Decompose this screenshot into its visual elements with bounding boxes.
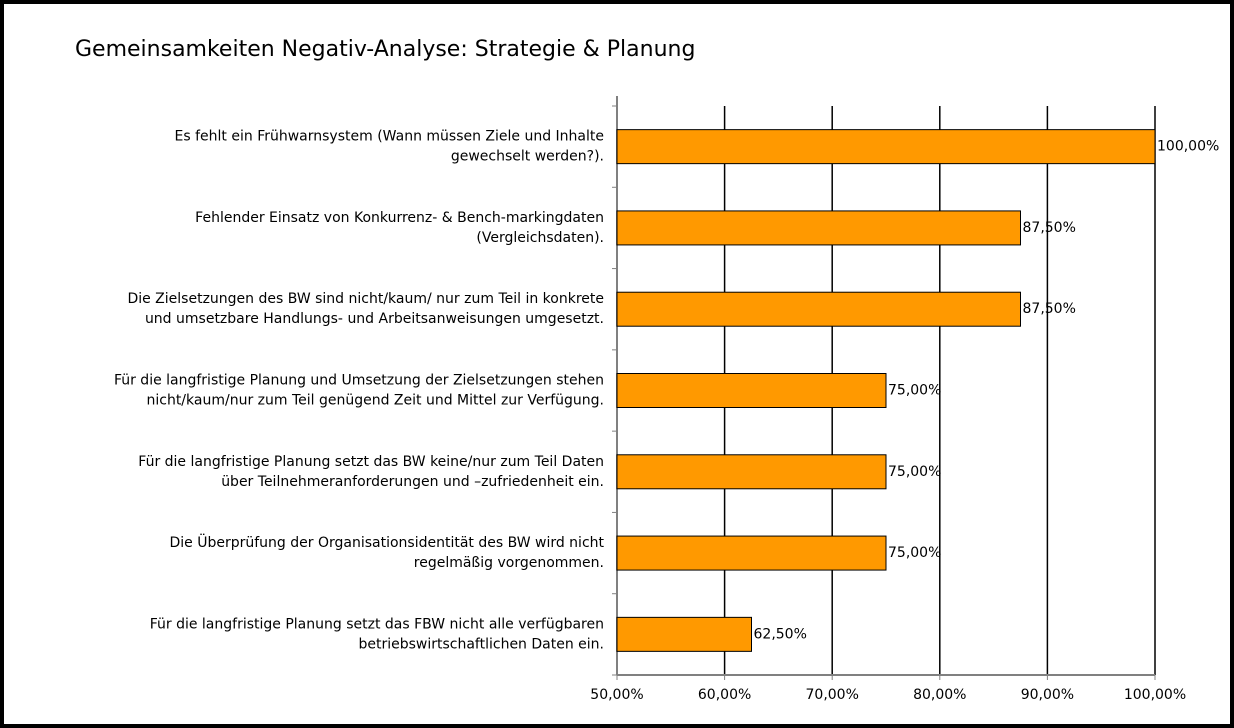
category-label: Die Zielsetzungen des BW sind nicht/kaum… (127, 291, 604, 327)
bar (616, 210, 1021, 246)
category-label: Es fehlt ein Frühwarnsystem (Wann müssen… (175, 129, 604, 165)
x-tick-label: 80,00% (913, 687, 966, 703)
bar (616, 454, 887, 490)
x-tick-label: 100,00% (1124, 687, 1186, 703)
x-tick-label: 60,00% (698, 687, 751, 703)
category-label: Für die langfristige Planung setzt das B… (138, 454, 604, 490)
category-label: Für die langfristige Planung und Umsetzu… (114, 373, 604, 409)
category-label: Für die langfristige Planung setzt das F… (150, 616, 604, 652)
value-label: 75,00% (888, 545, 941, 561)
bar (616, 535, 887, 571)
bar (616, 291, 1021, 327)
x-tick-label: 50,00% (590, 687, 643, 703)
chart-title: Gemeinsamkeiten Negativ-Analyse: Strateg… (75, 37, 695, 62)
x-tick-label: 90,00% (1021, 687, 1074, 703)
bar (616, 373, 887, 408)
value-label: 100,00% (1157, 139, 1219, 155)
value-label: 75,00% (888, 383, 941, 399)
bar (616, 616, 752, 652)
value-label: 75,00% (888, 464, 941, 480)
value-label: 87,50% (1023, 220, 1076, 236)
value-label: 62,50% (754, 626, 807, 642)
x-tick-label: 70,00% (806, 687, 859, 703)
value-label: 87,50% (1023, 301, 1076, 317)
bar (616, 129, 1156, 165)
category-label: Fehlender Einsatz von Konkurrenz- & Benc… (195, 210, 604, 246)
category-label: Die Überprüfung der Organisationsidentit… (169, 533, 604, 571)
